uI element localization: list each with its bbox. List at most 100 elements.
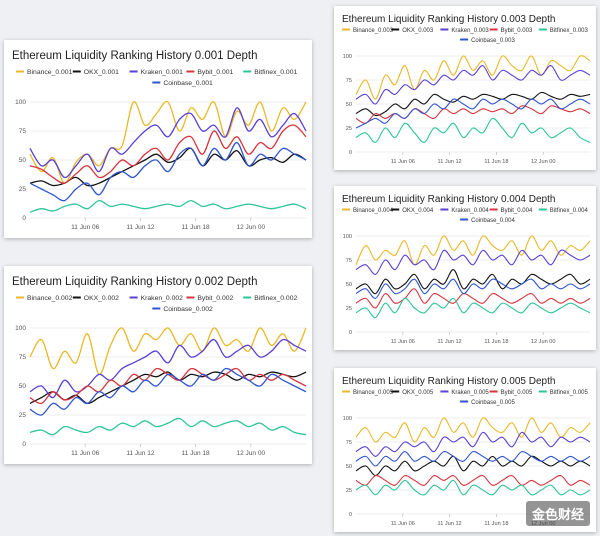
legend-item[interactable]: Binance_0.002 [16, 295, 73, 302]
x-tick-label: 12 Jun 00 [237, 224, 266, 231]
legend-item[interactable]: OKX_0.003 [391, 28, 434, 34]
legend-item[interactable]: Kraken_0.002 [129, 295, 184, 302]
y-tick-label: 100 [343, 234, 352, 240]
series-line [29, 417, 307, 436]
legend-label: Bybit_0.002 [197, 295, 233, 302]
series-line [355, 235, 591, 266]
chart-panel-0002: Ethereum Liquidity Ranking History 0.002… [4, 266, 312, 464]
legend-item[interactable]: OKX_0.002 [72, 295, 119, 302]
series-line [29, 141, 307, 202]
chart-title: Ethereum Liquidity Ranking History 0.001… [12, 50, 257, 62]
chart-0004: Ethereum Liquidity Ranking History 0.004… [342, 194, 591, 345]
legend-item[interactable]: Kraken_0.005 [440, 390, 489, 396]
legend-item[interactable]: Bitfinex_0.002 [243, 295, 297, 302]
chart-panel-0001: Ethereum Liquidity Ranking History 0.001… [4, 40, 312, 238]
legend-item[interactable]: Coinbase_0.004 [460, 218, 515, 224]
x-tick-label: 11 Jun 06 [71, 224, 99, 231]
y-tick-label: 25 [19, 412, 27, 419]
series-line [29, 327, 307, 376]
series-line [355, 91, 591, 117]
x-tick-label: 11 Jun 12 [438, 521, 462, 527]
legend-item[interactable]: Coinbase_0.002 [152, 306, 213, 313]
y-tick-label: 50 [19, 157, 27, 164]
legend-item[interactable]: Bybit_0.002 [186, 295, 234, 302]
legend-label: Binance_0.002 [27, 295, 73, 302]
legend-item[interactable]: Coinbase_0.005 [460, 400, 515, 406]
legend-label: Coinbase_0.002 [163, 306, 213, 313]
legend-item[interactable]: Binance_0.003 [342, 28, 394, 34]
watermark-logo: 金色财经 [525, 501, 590, 526]
legend-item[interactable]: Coinbase_0.003 [460, 38, 515, 44]
legend-item[interactable]: Bitfinex_0.004 [538, 208, 589, 214]
legend-item[interactable]: Binance_0.001 [16, 69, 73, 76]
y-tick-label: 75 [19, 354, 27, 361]
legend-label: Binance_0.004 [353, 208, 394, 214]
series-line [29, 100, 307, 184]
x-tick-label: 11 Jun 18 [484, 521, 508, 527]
legend-label: Coinbase_0.005 [471, 400, 515, 406]
y-tick-label: 25 [346, 488, 352, 494]
legend-item[interactable]: Bitfinex_0.003 [538, 28, 589, 34]
series-line [29, 367, 307, 416]
series-line [355, 55, 591, 100]
legend-item[interactable]: Kraken_0.004 [440, 208, 489, 214]
legend-item[interactable]: Bybit_0.001 [186, 69, 234, 76]
chart-0001: Ethereum Liquidity Ranking History 0.001… [12, 50, 307, 231]
legend-label: Binance_0.003 [353, 28, 394, 34]
chart-panel-0005: Ethereum Liquidity Ranking History 0.005… [334, 368, 596, 532]
series-line [355, 417, 591, 443]
chart-0005: Ethereum Liquidity Ranking History 0.005… [342, 376, 591, 527]
series-line [355, 297, 591, 319]
y-tick-label: 25 [19, 186, 27, 193]
legend-item[interactable]: Bybit_0.004 [489, 208, 533, 214]
x-tick-label: 11 Jun 18 [484, 159, 508, 165]
legend-label: OKX_0.002 [84, 295, 119, 302]
legend-item[interactable]: Kraken_0.003 [440, 28, 489, 34]
x-tick-label: 11 Jun 18 [182, 224, 210, 231]
legend-item[interactable]: Bybit_0.003 [489, 28, 533, 34]
chart-title: Ethereum Liquidity Ranking History 0.005… [342, 376, 555, 387]
x-tick-label: 11 Jun 06 [391, 159, 415, 165]
chart-0003: Ethereum Liquidity Ranking History 0.003… [342, 14, 591, 165]
legend-label: OKX_0.004 [402, 208, 434, 214]
y-tick-label: 0 [22, 441, 26, 448]
y-tick-label: 0 [349, 512, 352, 518]
legend-item[interactable]: OKX_0.004 [391, 208, 434, 214]
legend-label: Kraken_0.004 [451, 208, 489, 214]
legend-label: Kraken_0.002 [141, 295, 184, 302]
legend-label: Binance_0.005 [353, 390, 394, 396]
legend-label: Binance_0.001 [27, 69, 73, 76]
legend-item[interactable]: OKX_0.005 [391, 390, 434, 396]
legend-label: Bybit_0.004 [501, 208, 533, 214]
y-tick-label: 75 [346, 78, 352, 84]
x-tick-label: 11 Jun 06 [391, 339, 415, 345]
series-line [355, 65, 591, 105]
series-line [355, 278, 591, 299]
y-tick-label: 75 [346, 258, 352, 264]
legend-label: Bitfinex_0.001 [254, 69, 297, 76]
series-line [355, 431, 591, 457]
chart-panel-0003: Ethereum Liquidity Ranking History 0.003… [334, 6, 596, 170]
legend-label: Bitfinex_0.005 [550, 390, 589, 396]
legend-item[interactable]: Binance_0.004 [342, 208, 394, 214]
legend-item[interactable]: OKX_0.001 [72, 69, 119, 76]
legend-label: Kraken_0.005 [451, 390, 489, 396]
series-line [355, 479, 591, 496]
legend-label: OKX_0.003 [402, 28, 434, 34]
legend-item[interactable]: Kraken_0.001 [129, 69, 184, 76]
legend-item[interactable]: Bitfinex_0.001 [243, 69, 297, 76]
x-tick-label: 11 Jun 12 [126, 224, 154, 231]
series-line [355, 450, 591, 467]
legend-label: Kraken_0.001 [141, 69, 184, 76]
legend-item[interactable]: Binance_0.005 [342, 390, 394, 396]
x-tick-label: 11 Jun 18 [484, 339, 508, 345]
y-tick-label: 100 [15, 99, 26, 106]
y-tick-label: 50 [346, 464, 352, 470]
series-line [355, 474, 591, 486]
y-tick-label: 25 [346, 126, 352, 132]
legend-item[interactable]: Bitfinex_0.005 [538, 390, 589, 396]
series-line [29, 124, 307, 184]
legend-item[interactable]: Bybit_0.005 [489, 390, 533, 396]
y-tick-label: 100 [15, 325, 26, 332]
legend-item[interactable]: Coinbase_0.001 [152, 80, 213, 87]
